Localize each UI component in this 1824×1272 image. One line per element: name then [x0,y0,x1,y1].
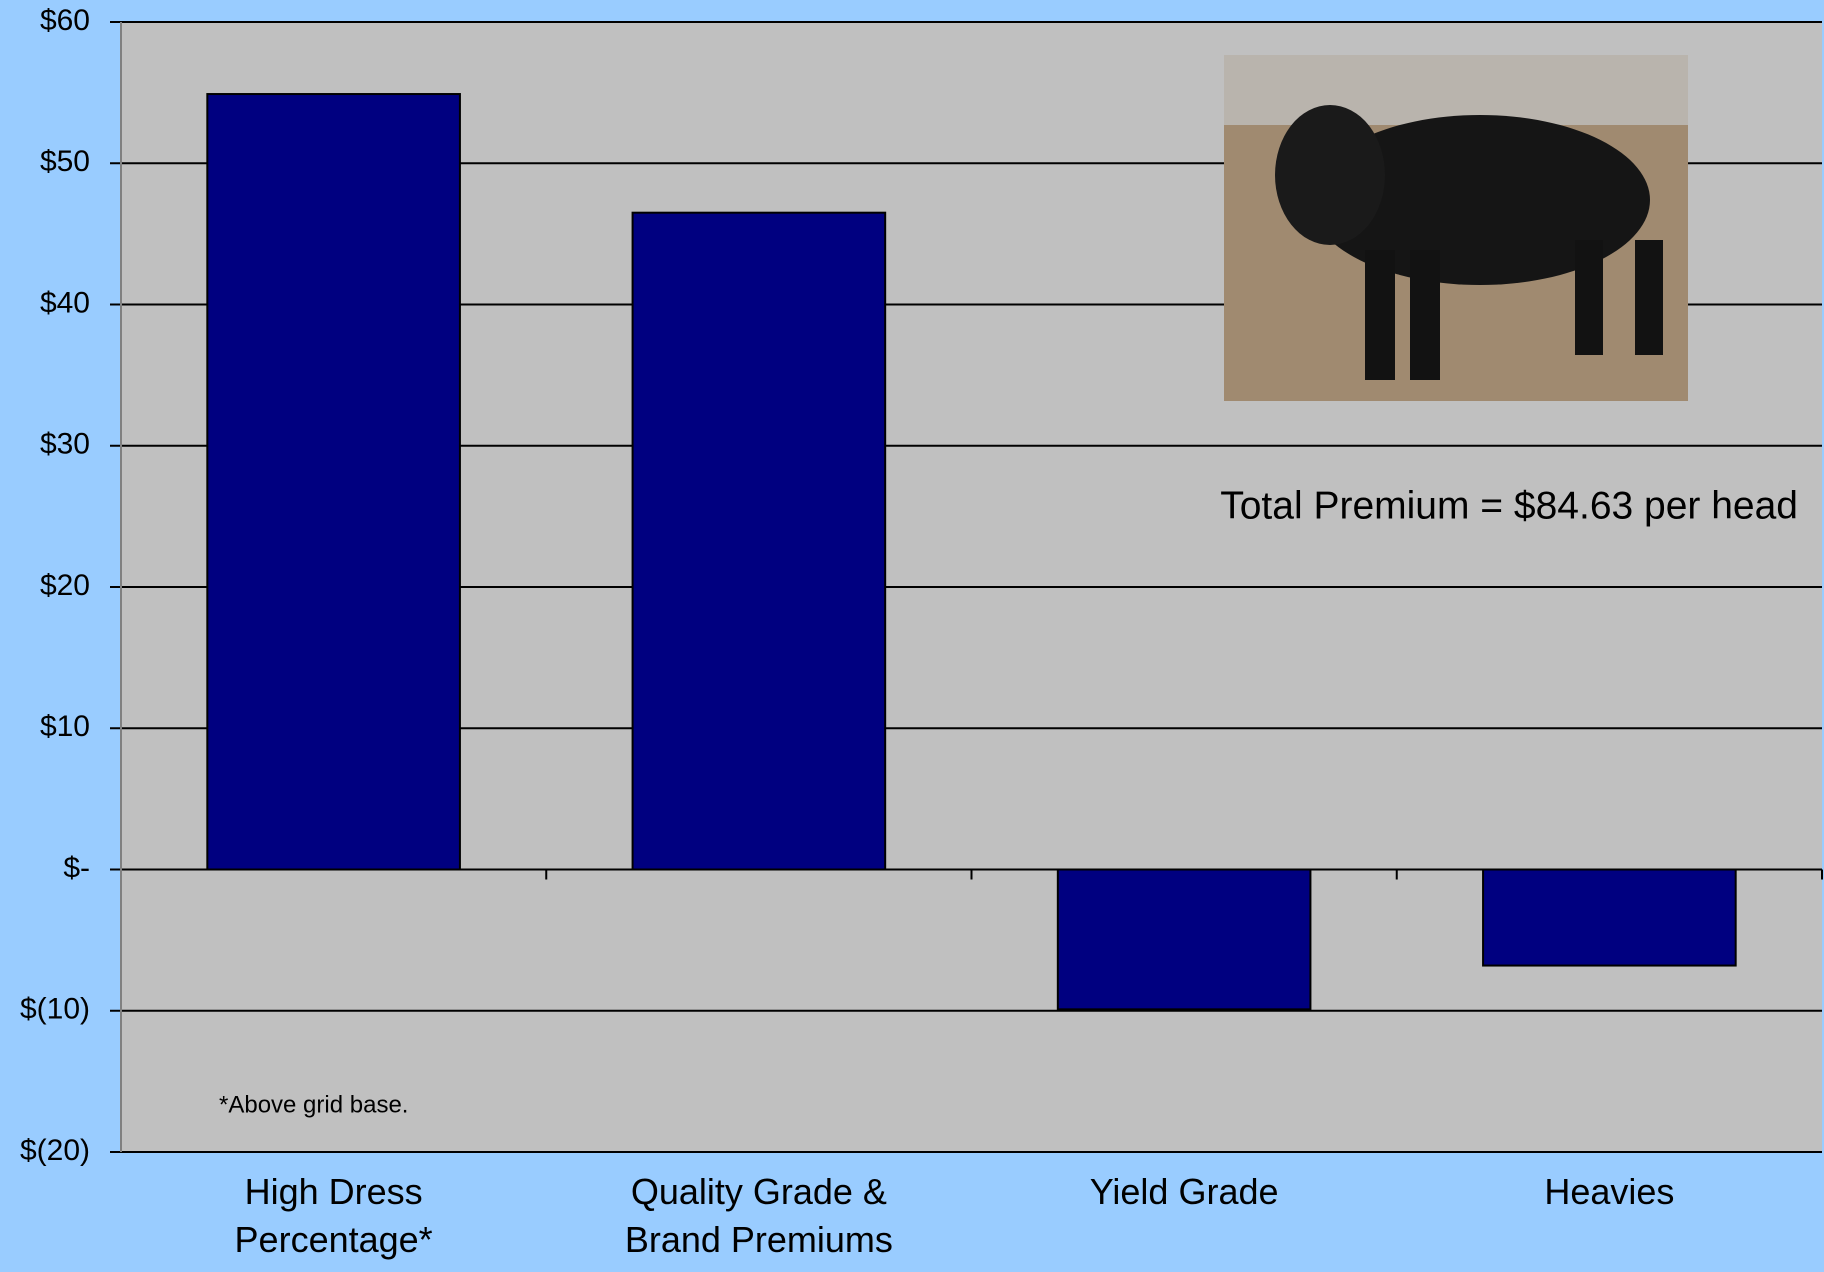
photo-bull-leg [1365,250,1395,380]
photo-sky [1224,55,1688,125]
photo-bull-head [1275,105,1385,245]
x-tick-label: High Dress Percentage* [234,1171,433,1260]
x-tick-label: Quality Grade & Brand Premiums [624,1171,893,1260]
y-tick-label: $10 [40,710,90,743]
photo-bull-body [1310,115,1650,285]
y-tick-label: $- [63,851,90,884]
footnote: *Above grid base. [219,1091,408,1118]
y-tick-label: $60 [40,4,90,37]
bar [631,211,887,871]
x-tick-label: Heavies [1544,1171,1675,1212]
x-tick-label: Yield Grade [1089,1171,1279,1212]
y-tick-label: $30 [40,428,90,461]
bar [206,93,461,871]
bar [1056,868,1312,1011]
photo [1224,55,1688,401]
photo-bull-leg [1635,240,1663,355]
y-tick-label: $20 [40,569,90,602]
bar [1482,868,1737,967]
y-tick-label: $40 [40,286,90,319]
y-tick-label: $(10) [20,993,90,1026]
y-tick-label: $(20) [20,1134,90,1167]
photo-bull-leg [1575,240,1603,355]
y-tick-label: $50 [40,145,90,178]
photo-bull-leg [1410,250,1440,380]
annotation: Total Premium = $84.63 per head [1220,484,1798,527]
